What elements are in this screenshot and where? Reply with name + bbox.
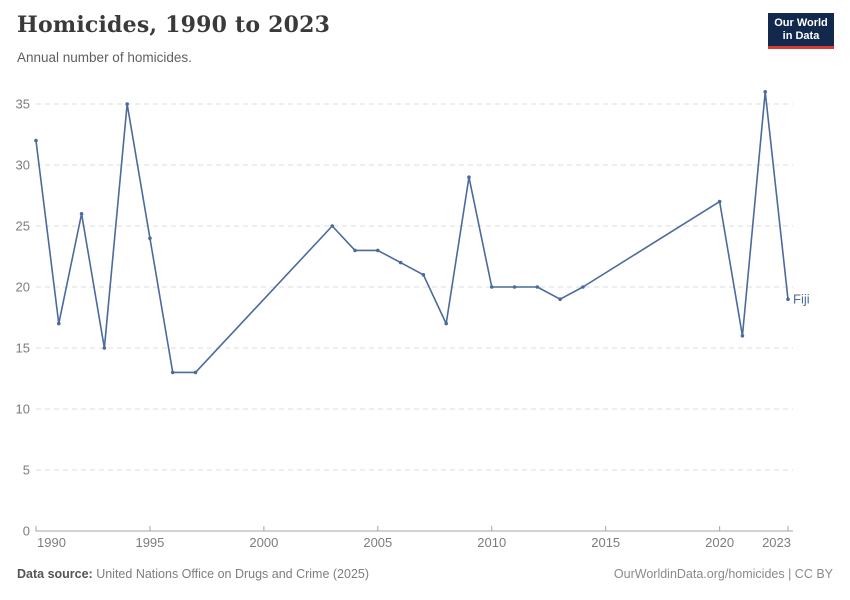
x-tick-label: 2020 [705,535,734,550]
x-tick-label: 2005 [363,535,392,550]
credit-link[interactable]: OurWorldinData.org/homicides | CC BY [613,567,833,581]
y-tick-label: 35 [16,97,30,112]
data-source-text: United Nations Office on Drugs and Crime… [92,567,370,581]
data-point[interactable] [125,102,129,106]
data-point[interactable] [467,175,471,179]
chart-title: Homicides, 1990 to 2023 [17,12,331,38]
data-point[interactable] [535,285,540,289]
data-point[interactable] [102,346,107,350]
series-label: Fiji [793,292,810,307]
series-line-fiji[interactable] [35,91,789,374]
data-point[interactable] [148,236,152,240]
x-tick-label: 2023 [762,535,791,550]
data-point[interactable] [740,334,745,338]
data-point[interactable] [398,260,403,265]
x-tick-label: 1990 [37,535,66,550]
data-point[interactable] [444,321,448,326]
x-tick-label: 2010 [477,535,506,550]
data-point[interactable] [581,285,585,289]
data-point[interactable] [193,370,198,375]
data-point[interactable] [717,199,722,204]
owid-logo[interactable]: Our World in Data [768,13,834,49]
chart-subtitle: Annual number of homicides. [17,50,192,65]
data-point[interactable] [558,297,562,302]
owid-logo-line2: in Data [782,29,820,42]
y-tick-label: 0 [23,524,30,539]
data-source: Data source: United Nations Office on Dr… [17,567,369,581]
data-point[interactable] [489,285,494,289]
data-point[interactable] [79,212,84,216]
data-point[interactable] [763,90,768,94]
y-tick-label: 15 [16,341,30,356]
data-point[interactable] [512,285,517,289]
x-tick-label: 2015 [591,535,620,550]
data-point[interactable] [330,224,335,228]
data-point[interactable] [56,321,61,326]
data-point[interactable] [170,370,175,375]
y-tick-label: 10 [16,402,30,417]
x-tick-label: 1995 [135,535,164,550]
data-point[interactable] [353,248,357,253]
data-point[interactable] [34,138,38,143]
data-point[interactable] [376,248,380,253]
y-tick-label: 5 [23,463,30,478]
x-tick-label: 2000 [249,535,278,550]
y-tick-label: 20 [16,280,30,295]
data-point[interactable] [786,297,790,302]
data-point[interactable] [421,273,426,277]
chart-footer: Data source: United Nations Office on Dr… [17,567,833,581]
y-tick-label: 25 [16,219,30,234]
owid-logo-line1: Our World [774,16,828,29]
data-source-label: Data source: [17,567,93,581]
y-tick-label: 30 [16,158,30,173]
